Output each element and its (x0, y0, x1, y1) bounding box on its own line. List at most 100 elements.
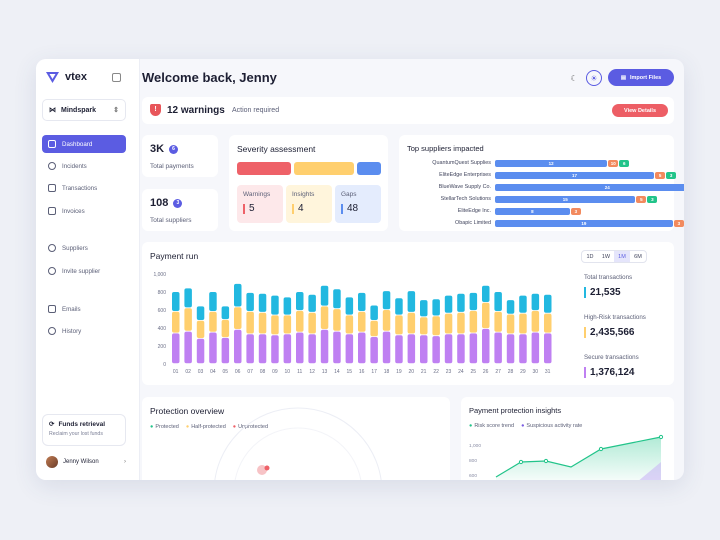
nav-incidents[interactable]: Incidents (42, 157, 126, 175)
timeframe-1d[interactable]: 1D (586, 253, 594, 260)
nav-invite-supplier[interactable]: Invite supplier (42, 262, 126, 280)
transactions-icon (48, 184, 56, 192)
bar-segment (234, 329, 242, 364)
stat-value: 108 (150, 197, 169, 209)
bar-segment (209, 332, 217, 364)
bar-segment (283, 297, 292, 315)
bar-segment (506, 300, 515, 314)
x-tick-label: 16 (359, 369, 365, 375)
brand-name: vtex (65, 71, 88, 83)
nav-label: Transactions (62, 184, 98, 192)
bar-segment (482, 328, 490, 364)
bar-segment (320, 285, 329, 306)
moon-icon[interactable]: ☾ (570, 73, 578, 83)
box-label: Gaps (341, 191, 357, 198)
timeframe-1m[interactable]: 1M (614, 251, 630, 262)
insights-title: Payment protection insights (469, 406, 562, 415)
funds-title: Funds retrieval (58, 420, 106, 428)
x-tick-label: 30 (533, 369, 539, 375)
user-menu[interactable]: Jenny Wilson › (46, 456, 126, 468)
nav-transactions[interactable]: Transactions (42, 179, 126, 197)
workspace-logo-icon: ⋈ (49, 107, 56, 114)
bar-segment (209, 292, 217, 311)
severity-bar-gaps (357, 162, 381, 175)
severity-title: Severity assessment (237, 144, 316, 154)
nav-invoices[interactable]: Invoices (42, 202, 126, 220)
nav-label: Emails (62, 305, 81, 313)
bar-segment (283, 334, 292, 364)
bar-segment (184, 308, 192, 331)
bar-segment (519, 334, 527, 364)
x-tick-label: 07 (247, 369, 253, 375)
vtex-logo-icon (46, 71, 59, 83)
bar-segment (196, 338, 205, 364)
timeframe-1w[interactable]: 1W (601, 253, 611, 260)
x-tick-label: 06 (235, 369, 241, 375)
x-tick-label: 22 (433, 369, 439, 375)
warning-subtitle: Action required (232, 107, 280, 114)
protection-overview-card: Protection overview Protected Half-prote… (142, 397, 450, 480)
supplier-name: EliteEdge Enterprises (439, 172, 491, 178)
x-tick-label: 12 (309, 369, 315, 375)
bar-segment (482, 285, 490, 302)
bar-segment (172, 333, 180, 364)
bar-segment (407, 291, 416, 312)
bar-segment (358, 332, 366, 364)
x-tick-label: 02 (185, 369, 191, 375)
bar-segment (457, 293, 465, 312)
timeframe-6m[interactable]: 6M (634, 253, 642, 260)
payment-insights-card: Payment protection insights Risk score t… (461, 397, 674, 480)
refresh-icon: ⟳ (49, 421, 55, 428)
x-tick-label: 19 (396, 369, 402, 375)
chevron-right-icon: › (124, 459, 126, 465)
supplier-bar-a: 8 (495, 208, 570, 215)
suppliers-title: Top suppliers impacted (407, 144, 484, 153)
severity-box-gaps: Gaps 48 (335, 185, 381, 223)
nav-emails[interactable]: Emails (42, 300, 126, 318)
bar-segment (258, 334, 267, 364)
alert-icon (48, 162, 56, 170)
bar-segment (457, 334, 465, 364)
bar-segment (420, 335, 428, 364)
x-tick-label: 15 (347, 369, 353, 375)
supplier-name: QuantumQuest Supplies (432, 160, 491, 166)
bar-segment (271, 335, 279, 364)
nav-history[interactable]: History (42, 322, 126, 340)
sun-icon[interactable]: ☀ (586, 70, 602, 86)
bar-segment (308, 312, 316, 334)
bar-segment (494, 311, 502, 332)
supplier-name: BlueWave Supply Co. (438, 184, 491, 190)
import-files-button[interactable]: ▤ Import Files (608, 69, 674, 86)
x-tick-label: 26 (483, 369, 489, 375)
supplier-row: EliteEdge Inc. 8 3 (399, 208, 674, 217)
bar-segment (531, 310, 540, 332)
bar-segment (320, 329, 329, 364)
top-suppliers-card: Top suppliers impacted QuantumQuest Supp… (399, 135, 684, 231)
stat-label: Total payments (150, 163, 194, 170)
bar-segment (296, 332, 304, 364)
bar-segment (172, 292, 180, 311)
high-risk-label: High-Risk transactions (584, 314, 646, 321)
nav-suppliers[interactable]: Suppliers (42, 239, 126, 257)
view-details-button[interactable]: View Details (612, 104, 668, 117)
box-value: 48 (341, 204, 375, 214)
avatar (46, 456, 58, 468)
funds-retrieval-card[interactable]: ⟳ Funds retrieval Reclaim your lost funds (42, 414, 126, 446)
bar-segment (469, 292, 478, 311)
nav-label: Dashboard (62, 140, 93, 148)
x-tick-label: 24 (458, 369, 464, 375)
nav-label: Invite supplier (62, 267, 101, 275)
bar-segment (469, 310, 478, 333)
bar-segment (457, 312, 465, 334)
supplier-row: EliteEdge Enterprises 17 5 3 (399, 172, 677, 181)
workspace-selector[interactable]: ⋈ Mindspark ⇕ (42, 99, 126, 121)
collapse-sidebar-icon[interactable] (112, 73, 121, 82)
bar-segment (395, 298, 403, 315)
x-tick-label: 03 (198, 369, 204, 375)
bar-segment (234, 307, 242, 329)
brand-logo[interactable]: vtex (46, 71, 87, 83)
bar-segment (283, 315, 292, 334)
sidebar: vtex ⋈ Mindspark ⇕ Dashboard Incidents T… (36, 59, 140, 480)
bar-segment (333, 289, 341, 309)
nav-dashboard[interactable]: Dashboard (42, 135, 126, 153)
